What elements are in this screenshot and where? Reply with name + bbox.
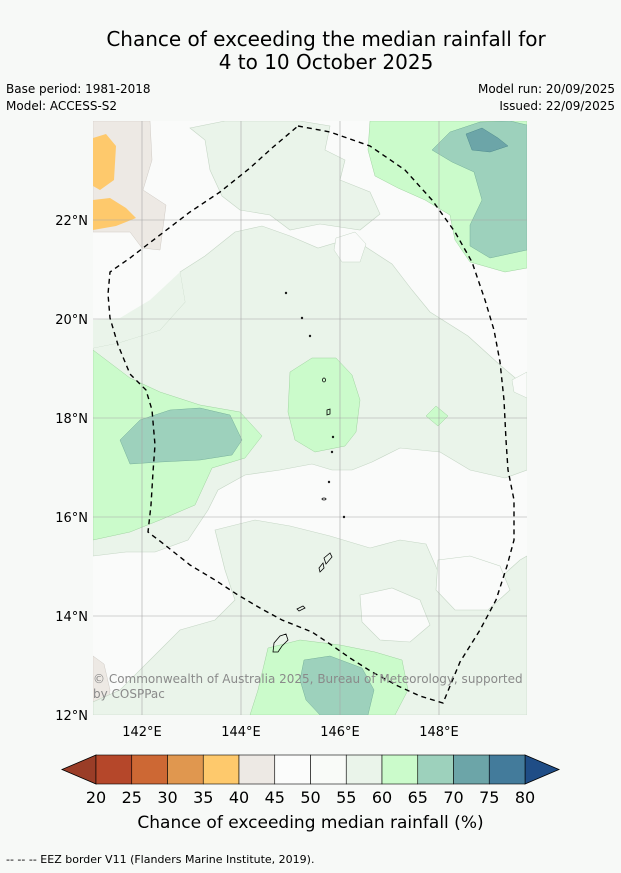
colorbar: 20 25 30 35 40 45 50 55 60 65 70 75 80 xyxy=(60,754,561,807)
colorbar-over-arrow xyxy=(524,754,561,785)
colorbar-tick-label: 80 xyxy=(515,788,535,807)
title-line-2: 4 to 10 October 2025 xyxy=(218,50,434,74)
colorbar-tick-label: 45 xyxy=(265,788,285,807)
lat-axis: 22°N 20°N 18°N 16°N 14°N 12°N xyxy=(55,214,88,724)
island-3 xyxy=(308,334,312,338)
island-1 xyxy=(284,291,288,295)
shade-green-small xyxy=(425,405,449,427)
colorbar-segment xyxy=(345,754,383,785)
lat-label-18: 18°N xyxy=(55,412,88,427)
colorbar-segment xyxy=(167,754,204,785)
colorbar-segment xyxy=(202,754,240,785)
shade-white-hole-south xyxy=(359,587,431,643)
colorbar-segment xyxy=(310,754,347,785)
colorbar-tick-label: 75 xyxy=(479,788,499,807)
lat-label-16: 16°N xyxy=(55,511,88,526)
colorbar-label: Chance of exceeding median rainfall (%) xyxy=(137,813,484,833)
shade-dark-teal xyxy=(465,127,509,153)
colorbar-segment xyxy=(131,754,168,785)
colorbar-tick-label: 50 xyxy=(300,788,320,807)
island-8 xyxy=(327,480,331,484)
lon-label-148: 148°E xyxy=(419,725,459,740)
island-5 xyxy=(326,408,331,416)
map-area xyxy=(93,121,527,715)
island-11 xyxy=(323,552,333,565)
grid-lines xyxy=(93,121,527,715)
island-6 xyxy=(331,435,335,439)
island-4 xyxy=(322,377,326,383)
island-10 xyxy=(342,515,346,519)
map-title: Chance of exceeding the median rainfall … xyxy=(0,28,621,74)
colorbar-tick-label: 70 xyxy=(443,788,463,807)
island-2 xyxy=(300,316,304,320)
lon-label-144: 144°E xyxy=(221,725,261,740)
island-7 xyxy=(330,450,334,454)
island-13 xyxy=(296,605,306,612)
lat-label-12: 12°N xyxy=(55,709,88,724)
eez-border xyxy=(107,125,515,704)
shade-teal-south xyxy=(299,655,375,715)
shade-white-pocket-2 xyxy=(511,371,527,399)
colorbar-segment xyxy=(453,754,490,785)
island-guam xyxy=(272,633,289,653)
colorbar-segment xyxy=(95,754,133,785)
colorbar-segment xyxy=(274,754,311,785)
colorbar-tick-label: 25 xyxy=(122,788,142,807)
shade-green-center xyxy=(287,357,361,453)
colorbar-tick-label: 20 xyxy=(86,788,106,807)
colorbar-tick-label: 60 xyxy=(372,788,392,807)
shade-white-pocket-1 xyxy=(333,231,367,263)
meta-left: Base period: 1981-2018 Model: ACCESS-S2 xyxy=(6,81,151,115)
model-name: Model: ACCESS-S2 xyxy=(6,99,118,113)
colorbar-tick-label: 30 xyxy=(157,788,177,807)
shade-teal-northeast xyxy=(431,121,527,259)
copyright-notice: © Commonwealth of Australia 2025, Bureau… xyxy=(93,672,523,701)
title-line-1: Chance of exceeding the median rainfall … xyxy=(106,27,546,51)
shade-yellow-blob-1 xyxy=(93,134,116,190)
lon-label-146: 146°E xyxy=(320,725,360,740)
lon-axis: 142°E 144°E 146°E 148°E xyxy=(122,725,459,740)
meta-right: Model run: 20/09/2025 Issued: 22/09/2025 xyxy=(478,81,615,115)
lat-label-22: 22°N xyxy=(55,214,88,229)
shade-light-green-south xyxy=(93,519,527,715)
colorbar-tick-label: 35 xyxy=(193,788,213,807)
island-12 xyxy=(318,562,325,573)
colorbar-segment xyxy=(417,754,454,785)
model-run: Model run: 20/09/2025 xyxy=(477,82,615,96)
colorbar-tick-label: 55 xyxy=(336,788,356,807)
issued-date: Issued: 22/09/2025 xyxy=(499,99,615,113)
lat-label-14: 14°N xyxy=(55,610,88,625)
base-period: Base period: 1981-2018 xyxy=(6,82,151,96)
colorbar-segment xyxy=(488,754,526,785)
colorbar-tick-label: 65 xyxy=(408,788,428,807)
island-9 xyxy=(321,497,327,501)
colorbar-segment xyxy=(238,754,276,785)
shade-teal-west xyxy=(119,407,243,465)
lon-label-142: 142°E xyxy=(122,725,162,740)
eez-legend-note: -- -- -- EEZ border V11 (Flanders Marine… xyxy=(6,853,315,866)
shade-light-green-top xyxy=(189,121,381,231)
colorbar-tick-label: 40 xyxy=(229,788,249,807)
shade-fill-west xyxy=(93,272,185,348)
colorbar-under-arrow xyxy=(60,754,97,785)
colorbar-segment xyxy=(381,754,419,785)
islands xyxy=(272,291,346,653)
shade-yellow-blob-2 xyxy=(93,198,136,230)
lat-label-20: 20°N xyxy=(55,313,88,328)
